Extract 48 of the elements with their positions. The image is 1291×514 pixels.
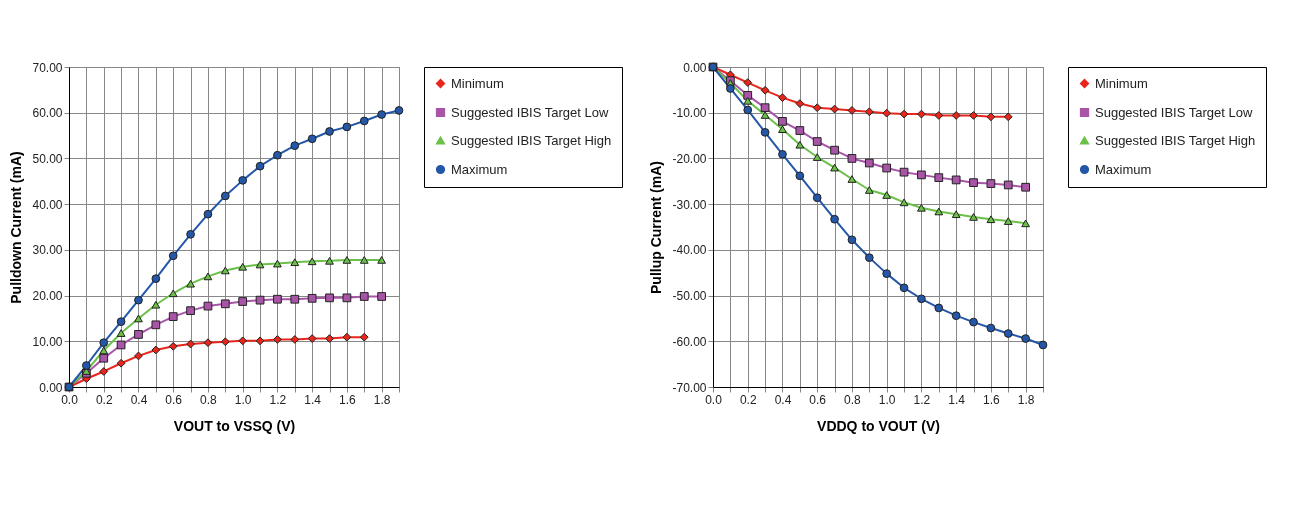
x-tick-label: 1.2 bbox=[913, 392, 931, 407]
x-tick-label: 0.2 bbox=[739, 392, 757, 407]
y-tick-label: 50.00 bbox=[32, 151, 63, 166]
legend-label: Maximum bbox=[451, 161, 508, 177]
y-axis-title: Pullup Current (mA) bbox=[648, 161, 665, 294]
y-tick-label: -10.00 bbox=[672, 106, 707, 121]
x-tick-label: 1.8 bbox=[373, 392, 391, 407]
y-tick-label: -40.00 bbox=[672, 243, 707, 258]
x-tick-label: 1.0 bbox=[878, 392, 896, 407]
legend-label: Minimum bbox=[451, 75, 504, 91]
y-tick-label: 70.00 bbox=[32, 60, 63, 75]
x-tick-label: 0.8 bbox=[200, 392, 218, 407]
x-tick-label: 1.6 bbox=[983, 392, 1001, 407]
legend-label: Suggested IBIS Target High bbox=[1095, 132, 1256, 148]
y-tick-label: 60.00 bbox=[32, 106, 63, 121]
x-tick-label: 1.2 bbox=[269, 392, 287, 407]
x-tick-label: 0.0 bbox=[61, 392, 79, 407]
y-tick-label: 20.00 bbox=[32, 289, 63, 304]
x-tick-label: 0.2 bbox=[95, 392, 113, 407]
legend-label: Suggested IBIS Target Low bbox=[451, 104, 609, 120]
x-tick-label: 1.0 bbox=[234, 392, 252, 407]
x-tick-label: 0.4 bbox=[774, 392, 792, 407]
x-axis-title: VDDQ to VOUT (V) bbox=[817, 417, 940, 434]
x-tick-label: 1.4 bbox=[304, 392, 322, 407]
legend-label: Suggested IBIS Target High bbox=[451, 132, 612, 148]
y-tick-label: 0.00 bbox=[39, 380, 63, 395]
y-tick-label: -50.00 bbox=[672, 289, 707, 304]
y-tick-label: -60.00 bbox=[672, 334, 707, 349]
x-axis-title: VOUT to VSSQ (V) bbox=[173, 417, 296, 434]
x-tick-label: 1.8 bbox=[1017, 392, 1035, 407]
y-tick-label: 0.00 bbox=[683, 60, 707, 75]
legend-label: Maximum bbox=[1095, 161, 1152, 177]
x-tick-label: 1.6 bbox=[339, 392, 357, 407]
x-tick-label: 1.4 bbox=[948, 392, 966, 407]
y-tick-label: -30.00 bbox=[672, 197, 707, 212]
legend-label: Suggested IBIS Target Low bbox=[1095, 104, 1253, 120]
y-tick-label: 30.00 bbox=[32, 243, 63, 258]
y-axis-title: Pulldown Current (mA) bbox=[8, 151, 25, 304]
x-tick-label: 0.0 bbox=[705, 392, 723, 407]
x-tick-label: 0.6 bbox=[809, 392, 827, 407]
y-tick-label: 10.00 bbox=[32, 334, 63, 349]
x-tick-label: 0.6 bbox=[165, 392, 183, 407]
legend-label: Minimum bbox=[1095, 75, 1148, 91]
y-tick-label: 40.00 bbox=[32, 197, 63, 212]
x-tick-label: 0.8 bbox=[844, 392, 862, 407]
y-tick-label: -20.00 bbox=[672, 151, 707, 166]
x-tick-label: 0.4 bbox=[130, 392, 148, 407]
y-tick-label: -70.00 bbox=[672, 380, 707, 395]
